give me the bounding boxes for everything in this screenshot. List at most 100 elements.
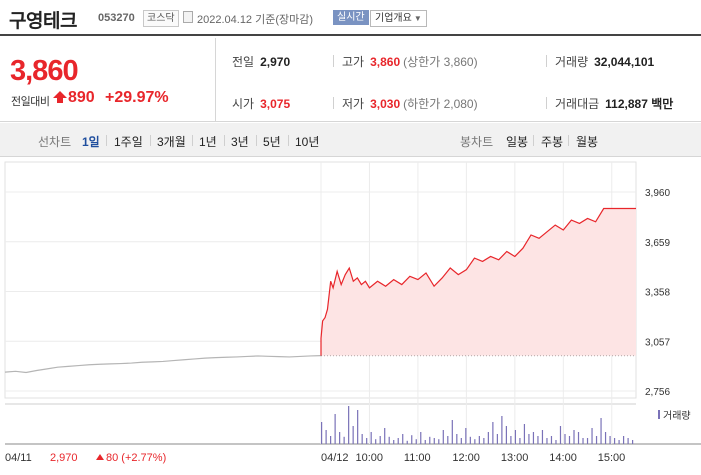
volume-bar	[519, 438, 521, 444]
tab-monthly[interactable]: 월봉	[576, 135, 599, 149]
tab-1year[interactable]: 1년	[199, 135, 217, 149]
volume-bar	[334, 414, 336, 444]
volume-bar	[613, 438, 616, 444]
prev-close-label: 전일	[232, 55, 255, 69]
volume-bar	[415, 439, 417, 444]
volume-bar	[632, 440, 634, 444]
change-value: 890	[68, 89, 95, 106]
volume-bar	[505, 426, 507, 444]
volume-bar	[510, 436, 512, 444]
company-info-dropdown[interactable]: 기업개요 ▼	[370, 10, 427, 27]
high-value: 3,860	[370, 55, 401, 69]
y-tick-label: 3,057	[645, 337, 670, 348]
tab-3month[interactable]: 3개월	[157, 135, 186, 149]
tab-3year[interactable]: 3년	[231, 135, 249, 149]
stock-name: 구영테크	[9, 11, 77, 32]
volume-legend-swatch	[658, 410, 660, 419]
low-value: 3,030	[370, 97, 401, 111]
low-label: 저가	[342, 97, 365, 111]
volume-bar	[348, 406, 350, 444]
divider	[333, 97, 334, 109]
prev-close-value: 2,970	[260, 55, 291, 69]
prev-day-close: 2,970	[50, 452, 78, 464]
tab-daily[interactable]: 일봉	[506, 135, 529, 149]
divider	[106, 135, 107, 146]
volume-bar	[577, 432, 580, 444]
tab-1day[interactable]: 1일	[82, 135, 100, 149]
volume-bar	[573, 430, 575, 444]
open-value: 3,075	[260, 97, 291, 111]
volume-bar	[555, 440, 557, 444]
volume-bar	[361, 434, 363, 444]
volume-bars: 거래량	[321, 406, 691, 444]
volume-bar	[492, 422, 494, 444]
volume-bar	[604, 432, 607, 444]
stock-code: 053270	[98, 12, 135, 24]
y-axis: 3,960 3,659 3,358 3,057 2,756	[645, 188, 670, 398]
prev-day-line	[4, 355, 322, 374]
volume-bar	[496, 434, 498, 444]
price-area	[4, 207, 636, 374]
volume-bar	[397, 438, 399, 444]
divider	[256, 135, 257, 146]
upper-limit: (상한가 3,860)	[403, 55, 478, 69]
volume-bar	[609, 436, 611, 444]
volume-bar	[442, 430, 444, 444]
volume-bar	[582, 438, 584, 444]
x-tick-label: 13:00	[501, 452, 529, 464]
volume-bar	[541, 430, 544, 444]
volume-bar	[523, 424, 526, 444]
divider	[288, 135, 289, 146]
volume-bar	[325, 430, 327, 444]
volume-bar	[420, 432, 422, 444]
volume-bar	[586, 438, 589, 444]
current-price: 3,860	[10, 55, 79, 87]
tab-5year[interactable]: 5년	[263, 135, 281, 149]
up-triangle-icon	[96, 454, 104, 460]
volume-bar	[591, 428, 593, 444]
realtime-button[interactable]: 실시간	[333, 10, 369, 25]
volume-bar	[528, 434, 530, 444]
volume-bar	[469, 436, 471, 444]
volume-label: 거래량	[555, 55, 589, 69]
volume-bar	[483, 438, 485, 444]
x-tick-label: 12:00	[452, 452, 480, 464]
y-tick-label: 3,960	[645, 188, 670, 199]
volume-bar	[595, 436, 598, 444]
price-fill	[321, 208, 636, 356]
volume-bar	[460, 438, 462, 444]
volume-bar	[424, 440, 426, 444]
stock-header: 구영테크 053270 코스닥 2022.04.12 기준(장마감) 실시간 기…	[0, 0, 701, 36]
price-line	[320, 207, 636, 356]
amount-label: 거래대금	[555, 97, 600, 111]
volume-bar	[366, 438, 368, 444]
volume-value: 32,044,101	[594, 55, 655, 69]
divider	[546, 97, 547, 109]
price-chart[interactable]: 3,960 3,659 3,358 3,057 2,756 거래량 04/12 10:00…	[0, 158, 701, 475]
open-price: 시가 3,075	[232, 95, 290, 112]
tab-1week[interactable]: 1주일	[114, 135, 143, 149]
volume-bar	[388, 436, 390, 444]
volume-bar	[465, 428, 467, 444]
volume-bar	[393, 440, 395, 444]
tab-weekly[interactable]: 주봉	[541, 135, 564, 149]
divider	[224, 135, 225, 146]
volume-bar	[546, 438, 548, 444]
volume-bar	[550, 436, 553, 444]
volume-bar	[451, 420, 453, 444]
x-tick-label: 15:00	[598, 452, 626, 464]
volume-bar	[343, 436, 345, 444]
volume-bar	[433, 438, 435, 444]
document-icon	[183, 11, 193, 23]
tab-10year[interactable]: 10년	[295, 135, 320, 149]
volume-bar	[352, 426, 354, 444]
volume-bar	[568, 436, 571, 444]
change-label: 전일대비	[11, 96, 50, 108]
change-percent: +29.97%	[105, 89, 169, 106]
volume-bar	[330, 436, 332, 444]
volume-bar	[411, 435, 413, 444]
volume-bar	[429, 436, 431, 444]
y-tick-label: 3,358	[645, 288, 670, 299]
volume-bar	[532, 432, 535, 444]
divider	[150, 135, 151, 146]
